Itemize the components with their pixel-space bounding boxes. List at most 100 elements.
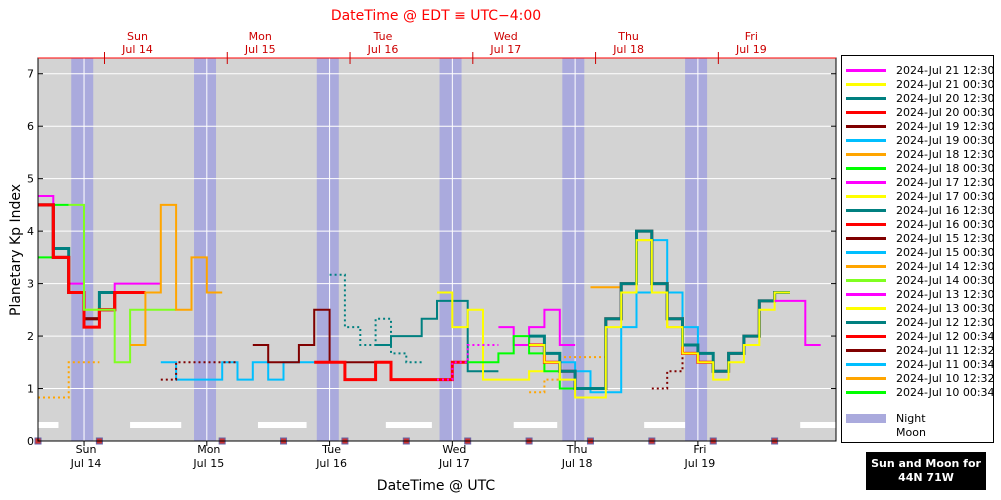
legend-swatch [846, 82, 886, 86]
legend-swatch [846, 124, 886, 128]
y-tick-label-1: 1 [27, 383, 34, 396]
legend-label: 2024-Jul 11 12:32 [896, 343, 995, 357]
kp-series-10 [160, 361, 238, 381]
legend-item: 2024-Jul 21 12:30 [846, 63, 995, 77]
legend-item: 2024-Jul 10 12:32 [846, 371, 995, 385]
legend-item-night: Night [846, 411, 926, 425]
kp-series-26 [774, 299, 821, 346]
legend-label: 2024-Jul 12 00:34 [896, 329, 995, 343]
legend-label: 2024-Jul 17 12:30 [896, 175, 995, 189]
top-tick-label-day-3: Wed [494, 30, 518, 43]
x-tick-label-date-2: Jul 16 [315, 457, 347, 470]
legend-label: 2024-Jul 20 00:30 [896, 105, 995, 119]
top-tick-label-date-0: Jul 14 [121, 43, 153, 56]
legend-swatch [846, 138, 886, 142]
legend-item: 2024-Jul 10 00:34 [846, 385, 995, 399]
legend-item: 2024-Jul 20 12:30 [846, 91, 995, 105]
moon-bar-6 [800, 422, 836, 428]
sun-moon-line2: 44N 71W [898, 471, 954, 484]
plot-area [38, 58, 836, 441]
sun-moon-location-box: Sun and Moon for 44N 71W [866, 452, 986, 490]
y-axis-label: Planetary Kp Index [8, 184, 24, 316]
top-tick-label-day-2: Tue [373, 30, 393, 43]
legend-swatch [846, 306, 886, 310]
legend-label: 2024-Jul 16 12:30 [896, 203, 995, 217]
legend-item: 2024-Jul 16 12:30 [846, 203, 995, 217]
legend-swatch [846, 236, 886, 240]
kp-series-14 [375, 299, 499, 373]
legend-item: 2024-Jul 14 00:30 [846, 273, 995, 287]
legend-label: 2024-Jul 21 12:30 [896, 63, 995, 77]
legend-swatch [846, 427, 886, 437]
legend-label: 2024-Jul 13 00:30 [896, 301, 995, 315]
x-axis-label: DateTime @ UTC [377, 478, 496, 494]
legend-item: 2024-Jul 21 00:30 [846, 77, 995, 91]
legend-label: 2024-Jul 16 00:30 [896, 217, 995, 231]
x-tick-label-day-2: Tue [321, 443, 341, 456]
legend-item: 2024-Jul 11 12:32 [846, 343, 995, 357]
legend-swatch [846, 208, 886, 212]
kp-series-25 [529, 239, 790, 399]
top-tick-label-day-1: Mon [249, 30, 272, 43]
kp-series-lines [38, 195, 821, 399]
moon-bar-2 [257, 422, 307, 428]
legend-item: 2024-Jul 13 12:30 [846, 287, 995, 301]
y-tick-label-0: 0 [27, 435, 34, 448]
night-band-5 [685, 58, 708, 441]
legend-swatch [846, 413, 886, 423]
night-band-1 [194, 58, 217, 441]
sun-moon-line1: Sun and Moon for [871, 457, 981, 470]
y-tick-label-2: 2 [27, 330, 34, 343]
legend-item: 2024-Jul 17 12:30 [846, 175, 995, 189]
legend-item: 2024-Jul 18 12:30 [846, 147, 995, 161]
kp-series-8 [130, 203, 223, 346]
legend-label: Night [896, 411, 926, 425]
legend-swatch [846, 110, 886, 114]
x-tick-label-day-5: Fri [693, 443, 706, 456]
legend-label: 2024-Jul 17 00:30 [896, 189, 995, 203]
legend-swatch [846, 348, 886, 352]
legend-item: 2024-Jul 12 12:30 [846, 315, 995, 329]
kp-series-16 [437, 344, 499, 381]
legend-label: 2024-Jul 21 00:30 [896, 77, 995, 91]
legend-label: 2024-Jul 19 12:30 [896, 119, 995, 133]
night-band-2 [316, 58, 339, 441]
top-tick-label-day-4: Thu [617, 30, 639, 43]
legend-swatch [846, 278, 886, 282]
top-tick-label-day-0: Sun [127, 30, 148, 43]
legend-item: 2024-Jul 19 00:30 [846, 133, 995, 147]
moon-bars [38, 422, 836, 428]
y-tick-label-4: 4 [27, 225, 34, 238]
legend-label: Moon [896, 425, 926, 439]
legend-swatch [846, 362, 886, 366]
legend-swatch [846, 264, 886, 268]
legend-swatch [846, 320, 886, 324]
legend-swatch [846, 222, 886, 226]
legend-swatch [846, 180, 886, 184]
legend-label: 2024-Jul 11 00:34 [896, 357, 995, 371]
gridlines [38, 58, 836, 441]
kp-series-15 [437, 291, 560, 381]
top-tick-label-date-2: Jul 16 [367, 43, 399, 56]
legend-swatch [846, 152, 886, 156]
legend-item: 2024-Jul 15 00:30 [846, 245, 995, 259]
y-tick-label-3: 3 [27, 278, 34, 291]
legend-label: 2024-Jul 20 12:30 [896, 91, 995, 105]
night-band-3 [439, 58, 462, 441]
legend-swatch [846, 68, 886, 72]
legend-item: 2024-Jul 20 00:30 [846, 105, 995, 119]
x-tick-label-day-3: Wed [442, 443, 466, 456]
x-tick-label-date-5: Jul 19 [684, 457, 716, 470]
legend-item: 2024-Jul 18 00:30 [846, 161, 995, 175]
kp-series-7 [68, 203, 177, 364]
night-band-0 [71, 58, 94, 441]
x-tick-label-day-0: Sun [76, 443, 97, 456]
legend-label: 2024-Jul 12 12:30 [896, 315, 995, 329]
moon-bar-0 [38, 422, 59, 428]
legend-swatch [846, 390, 886, 394]
moon-bar-3 [385, 422, 432, 428]
legend-swatch [846, 292, 886, 296]
